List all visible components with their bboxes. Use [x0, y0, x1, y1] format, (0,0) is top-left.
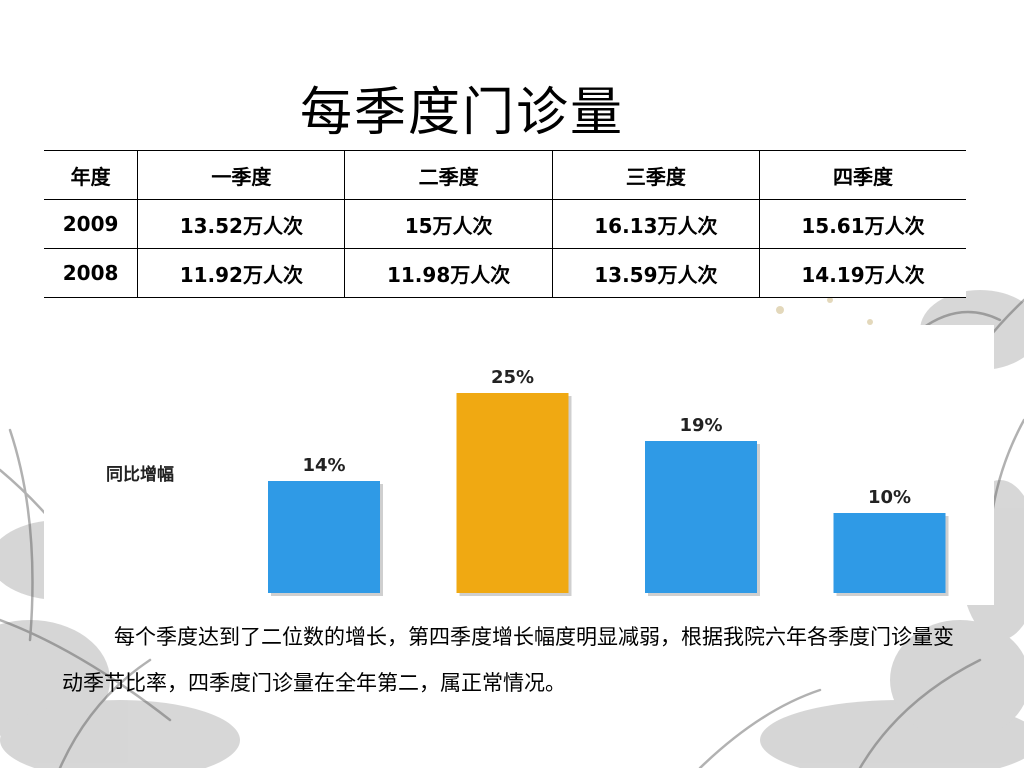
data-label-4: 10% — [868, 487, 911, 508]
bar-3 — [645, 441, 757, 593]
table-cell: 13.52万人次 — [137, 199, 345, 249]
table-cell: 2008 — [62, 261, 119, 285]
table-cell: 13.59万人次 — [551, 248, 760, 298]
bar-4 — [833, 513, 946, 593]
header-q1: 一季度 — [137, 150, 345, 200]
table-cell: 15.61万人次 — [759, 199, 966, 249]
summary-text: 每个季度达到了二位数的增长，第四季度增长幅度明显减弱，根据我院六年各季度门诊量变… — [62, 625, 954, 695]
data-label-2: 25% — [491, 367, 534, 388]
table-cell: 16.13万人次 — [551, 199, 760, 249]
outpatient-volume-table: 年度 一季度 二季度 三季度 四季度 2009 13.52万人次 15万人次 1… — [44, 150, 966, 298]
table-header-row: 年度 一季度 二季度 三季度 四季度 — [44, 150, 966, 200]
table-cell: 15万人次 — [344, 199, 553, 249]
bar-1 — [268, 481, 380, 593]
table-cell: 11.92万人次 — [137, 248, 345, 298]
legend-label: 同比增幅 — [106, 464, 174, 485]
header-year: 年度 — [44, 150, 138, 200]
data-label-1: 14% — [302, 455, 345, 476]
table-row: 2009 13.52万人次 15万人次 16.13万人次 15.61万人次 — [44, 199, 966, 249]
header-q2: 二季度 — [344, 150, 553, 200]
summary-paragraph: 每个季度达到了二位数的增长，第四季度增长幅度明显减弱，根据我院六年各季度门诊量变… — [62, 614, 962, 706]
table-row: 2008 11.92万人次 11.98万人次 13.59万人次 14.19万人次 — [44, 248, 966, 298]
table-cell: 14.19万人次 — [759, 248, 966, 298]
header-q4: 四季度 — [759, 150, 966, 200]
page-title: 每季度门诊量 — [300, 83, 625, 143]
data-label-3: 19% — [679, 415, 722, 436]
header-q3: 三季度 — [551, 150, 760, 200]
table-cell: 11.98万人次 — [344, 248, 553, 298]
yoy-growth-bar-chart: 同比增幅 14% 25% 19% 10% — [44, 325, 994, 605]
bar-2 — [456, 393, 569, 593]
table-cell: 2009 — [44, 199, 138, 249]
